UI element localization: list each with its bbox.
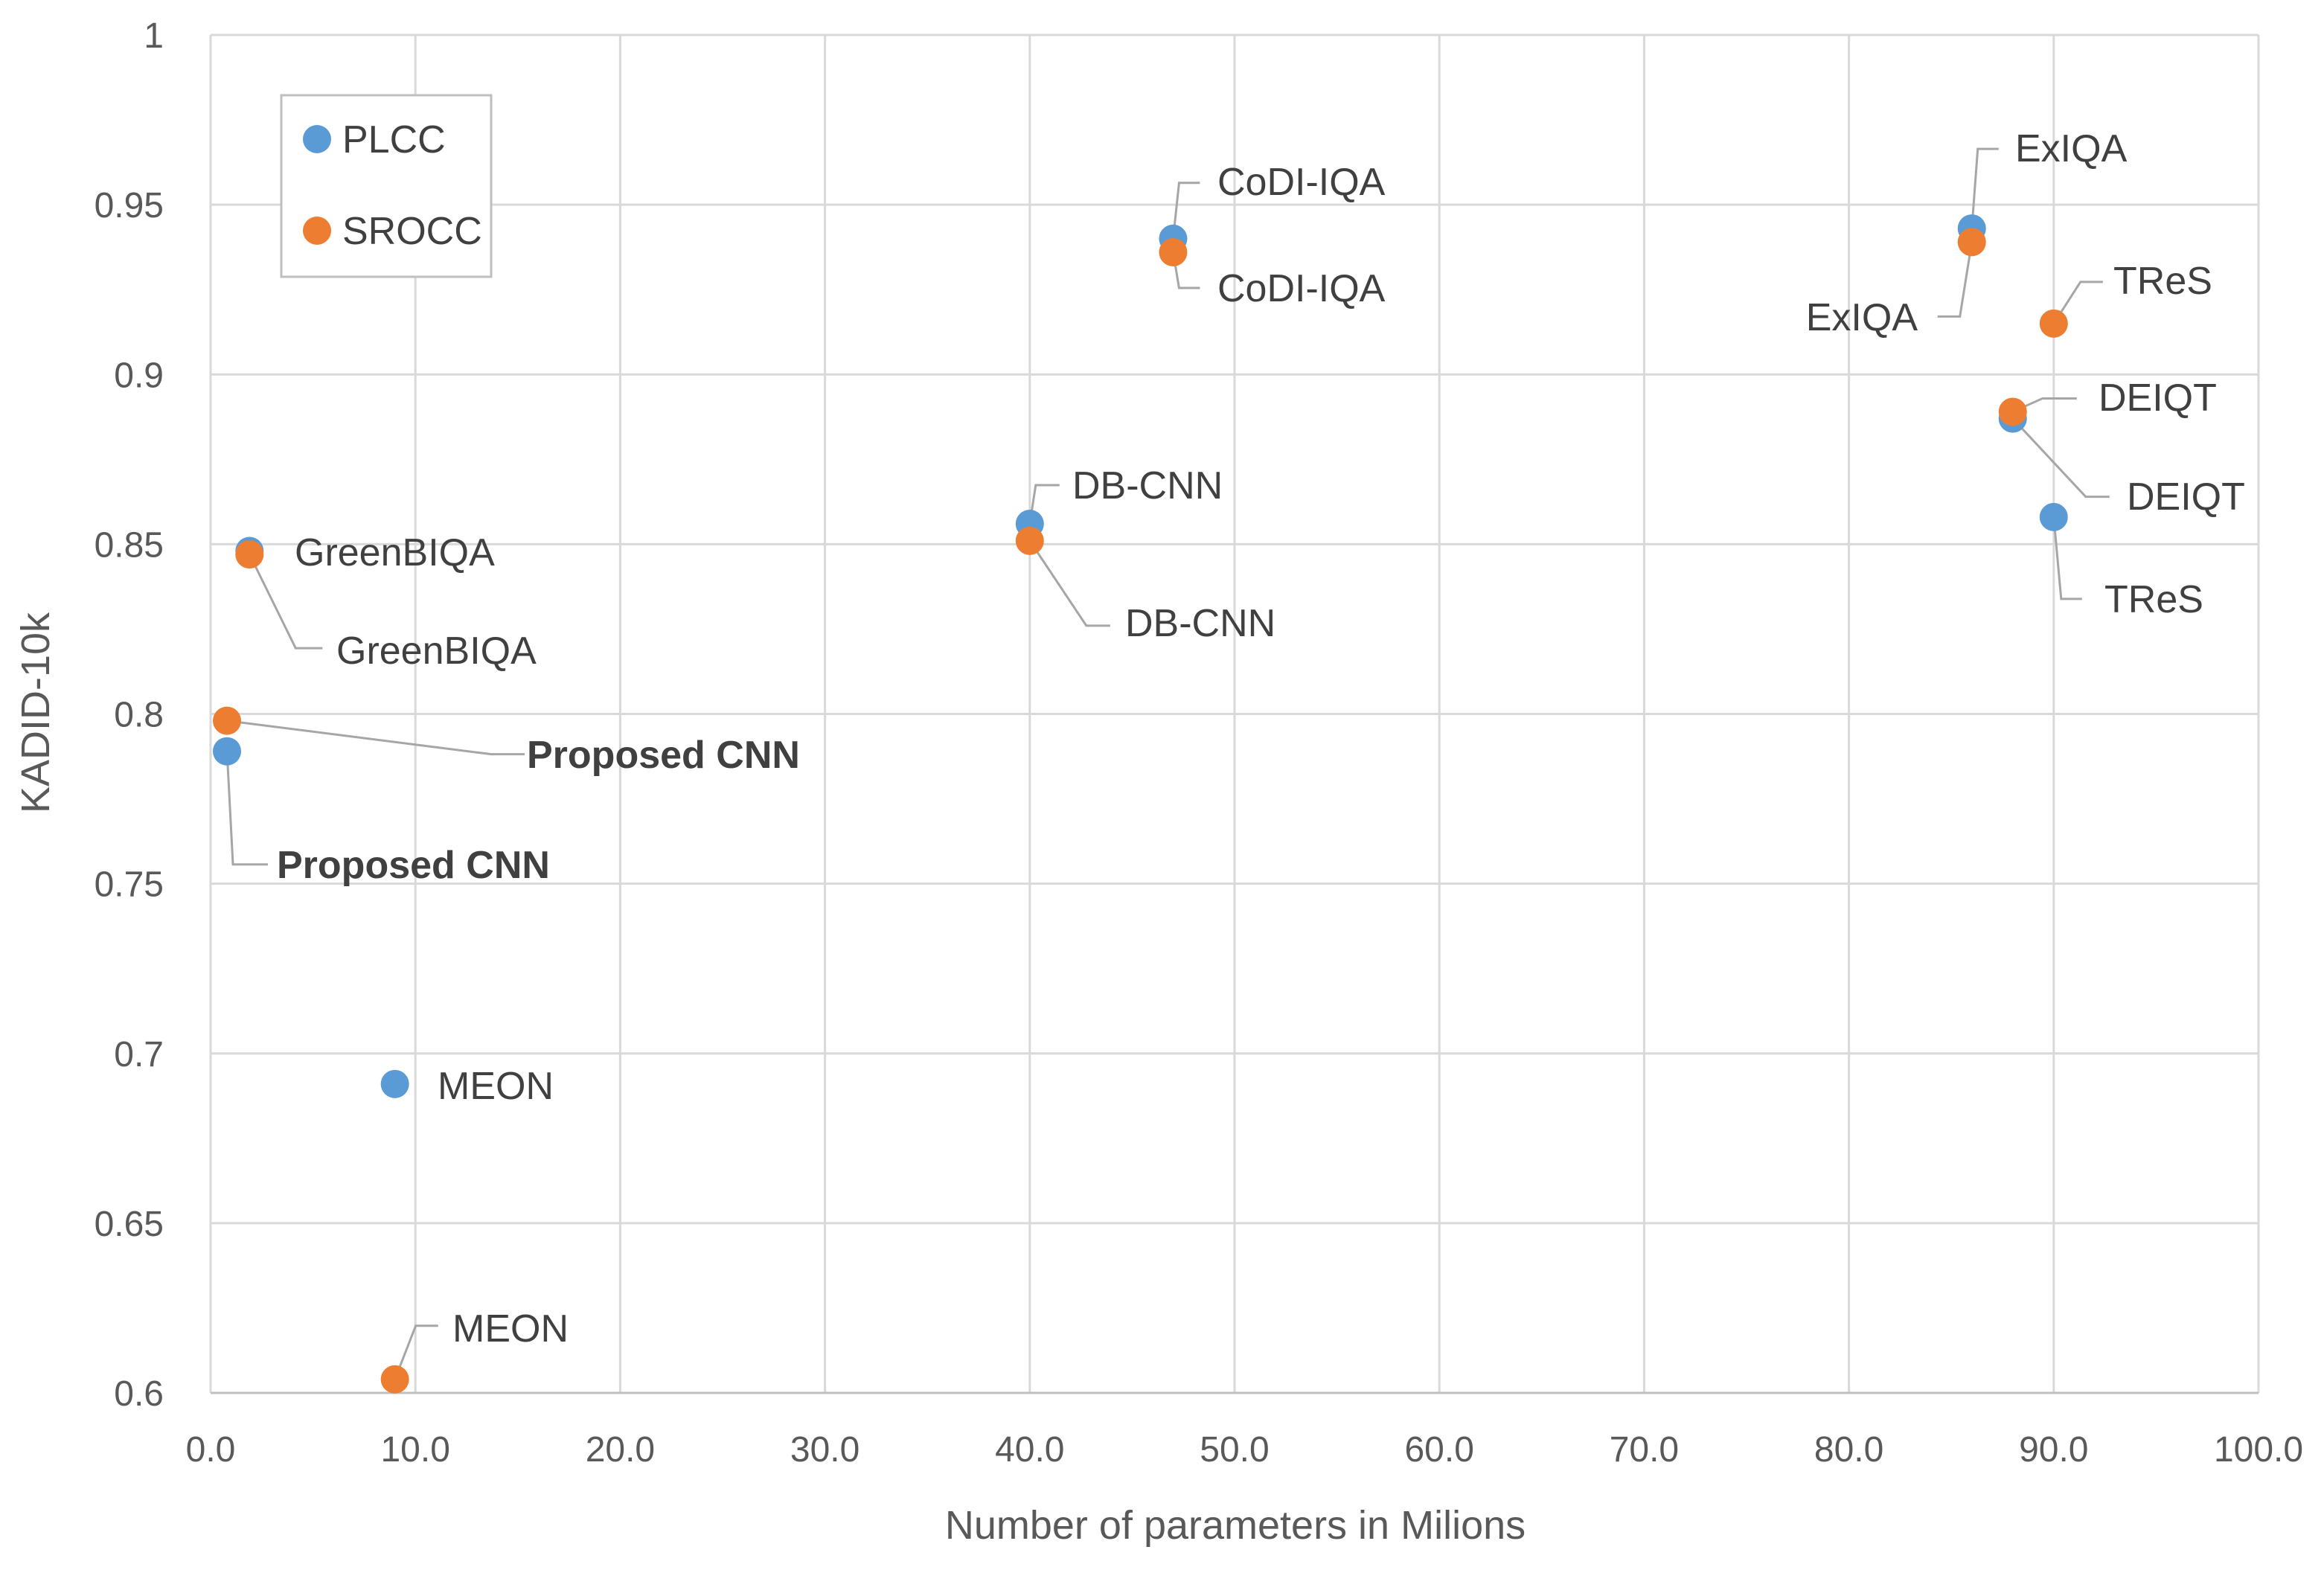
leader-lines bbox=[225, 147, 2110, 1380]
y-tick-label: 0.65 bbox=[95, 1205, 164, 1244]
point-label: ExIQA bbox=[1806, 296, 1918, 339]
x-tick-label: 20.0 bbox=[586, 1430, 655, 1470]
y-tick-label: 0.85 bbox=[95, 525, 164, 565]
leader-line bbox=[2052, 516, 2082, 600]
point-srocc bbox=[2039, 309, 2068, 338]
leader-line bbox=[394, 1324, 438, 1380]
y-tick-labels: 0.6 0.65 0.7 0.75 0.8 0.85 0.9 0.95 1 bbox=[95, 16, 164, 1414]
point-srocc bbox=[1998, 397, 2027, 426]
point-label: DEIQT bbox=[2099, 377, 2217, 420]
x-tick-label: 60.0 bbox=[1404, 1430, 1473, 1470]
leader-line bbox=[248, 554, 323, 650]
point-label: Proposed CNN bbox=[527, 734, 800, 777]
y-tick-label: 1 bbox=[144, 16, 164, 56]
x-tick-label: 40.0 bbox=[995, 1430, 1064, 1470]
y-tick-label: 0.75 bbox=[95, 865, 164, 905]
point-plcc bbox=[380, 1069, 409, 1098]
y-axis-title: KADID-10k bbox=[13, 612, 58, 813]
x-tick-label: 50.0 bbox=[1200, 1430, 1269, 1470]
data-points bbox=[213, 214, 2068, 1394]
point-label: CoDI-IQA bbox=[1217, 267, 1386, 310]
point-srocc bbox=[235, 540, 264, 569]
y-tick-label: 0.8 bbox=[114, 696, 164, 735]
x-tick-label: 100.0 bbox=[2214, 1430, 2303, 1470]
leader-line bbox=[1937, 242, 1974, 318]
point-srocc bbox=[1957, 228, 1986, 257]
point-srocc bbox=[380, 1365, 409, 1394]
point-label: Proposed CNN bbox=[277, 844, 550, 887]
x-axis-title: Number of parameters in Milions bbox=[945, 1503, 1526, 1548]
y-tick-label: 0.9 bbox=[114, 356, 164, 395]
y-tick-label: 0.6 bbox=[114, 1374, 164, 1414]
point-label: MEON bbox=[438, 1065, 554, 1108]
point-label: CoDI-IQA bbox=[1217, 161, 1386, 204]
x-tick-label: 0.0 bbox=[186, 1430, 236, 1470]
point-srocc bbox=[213, 706, 242, 735]
point-label: DB-CNN bbox=[1125, 602, 1275, 645]
point-labels: Proposed CNN GreenBIQA MEON DB-CNN CoDI-IQA E… bbox=[277, 127, 2245, 1350]
x-tick-label: 10.0 bbox=[380, 1430, 449, 1470]
point-plcc bbox=[2039, 502, 2068, 531]
y-tick-label: 0.7 bbox=[114, 1035, 164, 1074]
legend-label-plcc: PLCC bbox=[342, 118, 446, 161]
x-tick-label: 80.0 bbox=[1814, 1430, 1883, 1470]
legend: PLCC SROCC bbox=[280, 94, 493, 278]
leader-line bbox=[2052, 281, 2103, 324]
x-tick-label: 70.0 bbox=[1610, 1430, 1679, 1470]
point-label: GreenBIQA bbox=[336, 629, 537, 673]
point-label: MEON bbox=[452, 1307, 569, 1350]
leader-line bbox=[225, 751, 269, 866]
point-srocc bbox=[1159, 238, 1188, 266]
gridlines bbox=[209, 33, 2260, 1394]
point-label: DB-CNN bbox=[1072, 464, 1223, 507]
y-tick-label: 0.95 bbox=[95, 186, 164, 225]
x-tick-label: 30.0 bbox=[790, 1430, 860, 1470]
leader-line bbox=[1028, 539, 1110, 627]
point-label: GreenBIQA bbox=[295, 531, 495, 574]
leader-line bbox=[226, 720, 525, 756]
legend-marker-srocc bbox=[303, 217, 331, 245]
point-label: TReS bbox=[2113, 260, 2212, 303]
point-label: DEIQT bbox=[2127, 475, 2245, 519]
leader-line bbox=[2011, 417, 2110, 499]
legend-label-srocc: SROCC bbox=[342, 210, 482, 253]
point-label: ExIQA bbox=[2015, 127, 2128, 170]
x-tick-labels: 0.0 10.0 20.0 30.0 40.0 50.0 60.0 70.0 80.0 90.0 1… bbox=[186, 1430, 2303, 1470]
leader-line bbox=[1171, 182, 1200, 239]
leader-line bbox=[1971, 147, 1999, 229]
point-srocc bbox=[1015, 526, 1044, 555]
point-plcc bbox=[213, 737, 242, 766]
legend-marker-plcc bbox=[303, 125, 331, 153]
point-label: TReS bbox=[2104, 578, 2203, 621]
x-tick-label: 90.0 bbox=[2019, 1430, 2088, 1470]
